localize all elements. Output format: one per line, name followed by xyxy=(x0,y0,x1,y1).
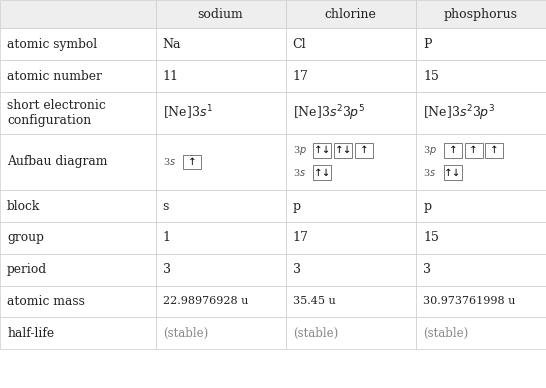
Bar xyxy=(0,92,156,134)
Text: period: period xyxy=(7,263,47,276)
Bar xyxy=(156,222,286,254)
Text: 3$s$: 3$s$ xyxy=(423,167,436,178)
Bar xyxy=(286,60,416,92)
Text: half-life: half-life xyxy=(7,327,54,340)
Text: Cl: Cl xyxy=(293,38,306,51)
Bar xyxy=(416,222,546,254)
Bar xyxy=(156,317,286,349)
Bar xyxy=(416,190,546,222)
Text: ↑: ↑ xyxy=(469,146,478,155)
Bar xyxy=(465,143,483,158)
Text: P: P xyxy=(423,38,432,51)
Bar xyxy=(444,165,462,180)
Text: phosphorus: phosphorus xyxy=(444,8,518,21)
Text: 35.45 u: 35.45 u xyxy=(293,296,335,307)
Text: ↑: ↑ xyxy=(490,146,499,155)
Bar xyxy=(313,165,331,180)
Bar xyxy=(286,0,416,28)
Text: 17: 17 xyxy=(293,231,308,244)
Text: [Ne]3$s^1$: [Ne]3$s^1$ xyxy=(163,104,212,122)
Text: [Ne]3$s^2$3$p^5$: [Ne]3$s^2$3$p^5$ xyxy=(293,103,365,123)
Bar xyxy=(313,143,331,158)
Text: Aufbau diagram: Aufbau diagram xyxy=(7,156,108,168)
Text: chlorine: chlorine xyxy=(325,8,377,21)
Bar xyxy=(416,28,546,60)
Text: block: block xyxy=(7,199,40,213)
Text: p: p xyxy=(423,199,431,213)
Text: 11: 11 xyxy=(163,69,179,83)
Text: atomic mass: atomic mass xyxy=(7,295,85,308)
Bar xyxy=(0,286,156,317)
Text: (stable): (stable) xyxy=(423,327,468,340)
Bar xyxy=(0,60,156,92)
Bar xyxy=(286,92,416,134)
Bar xyxy=(0,134,156,190)
Text: 3: 3 xyxy=(293,263,301,276)
Text: 15: 15 xyxy=(423,231,439,244)
Text: atomic number: atomic number xyxy=(7,69,102,83)
Bar xyxy=(0,28,156,60)
Bar xyxy=(485,143,503,158)
Bar xyxy=(286,286,416,317)
Bar xyxy=(286,254,416,286)
Bar xyxy=(156,190,286,222)
Bar xyxy=(416,60,546,92)
Bar xyxy=(286,134,416,190)
Bar xyxy=(0,0,156,28)
Bar xyxy=(156,254,286,286)
Text: group: group xyxy=(7,231,44,244)
Bar xyxy=(156,134,286,190)
Text: ↑: ↑ xyxy=(448,146,458,155)
Bar xyxy=(0,222,156,254)
Bar xyxy=(156,92,286,134)
Text: 3: 3 xyxy=(163,263,171,276)
Text: 3: 3 xyxy=(423,263,431,276)
Bar xyxy=(416,134,546,190)
Text: 3$s$: 3$s$ xyxy=(293,167,306,178)
Bar xyxy=(0,317,156,349)
Bar xyxy=(0,254,156,286)
Bar xyxy=(156,286,286,317)
Text: 1: 1 xyxy=(163,231,171,244)
Bar xyxy=(0,190,156,222)
Bar xyxy=(416,254,546,286)
Bar xyxy=(416,286,546,317)
Text: sodium: sodium xyxy=(198,8,244,21)
Text: Na: Na xyxy=(163,38,181,51)
Text: 22.98976928 u: 22.98976928 u xyxy=(163,296,248,307)
Bar xyxy=(286,28,416,60)
Bar xyxy=(286,222,416,254)
Bar xyxy=(286,317,416,349)
Bar xyxy=(444,143,462,158)
Text: s: s xyxy=(163,199,169,213)
Text: short electronic
configuration: short electronic configuration xyxy=(7,99,106,127)
Bar xyxy=(334,143,352,158)
Bar xyxy=(156,28,286,60)
Text: ↑↓: ↑↓ xyxy=(313,168,331,178)
Bar xyxy=(156,0,286,28)
Bar xyxy=(156,60,286,92)
Text: 3$p$: 3$p$ xyxy=(293,144,307,157)
Text: ↑: ↑ xyxy=(359,146,369,155)
Text: 17: 17 xyxy=(293,69,308,83)
Bar xyxy=(355,143,373,158)
Bar xyxy=(416,0,546,28)
Text: ↑: ↑ xyxy=(188,157,197,167)
Text: ↑↓: ↑↓ xyxy=(334,146,352,155)
Bar xyxy=(416,317,546,349)
Text: 15: 15 xyxy=(423,69,439,83)
Bar xyxy=(183,154,201,169)
Text: ↑↓: ↑↓ xyxy=(444,168,462,178)
Text: ↑↓: ↑↓ xyxy=(313,146,331,155)
Text: atomic symbol: atomic symbol xyxy=(7,38,97,51)
Bar xyxy=(416,92,546,134)
Text: 3$p$: 3$p$ xyxy=(423,144,437,157)
Text: 30.973761998 u: 30.973761998 u xyxy=(423,296,515,307)
Text: [Ne]3$s^2$3$p^3$: [Ne]3$s^2$3$p^3$ xyxy=(423,103,496,123)
Bar xyxy=(286,190,416,222)
Text: p: p xyxy=(293,199,301,213)
Text: 3$s$: 3$s$ xyxy=(163,156,176,168)
Text: (stable): (stable) xyxy=(163,327,208,340)
Text: (stable): (stable) xyxy=(293,327,338,340)
